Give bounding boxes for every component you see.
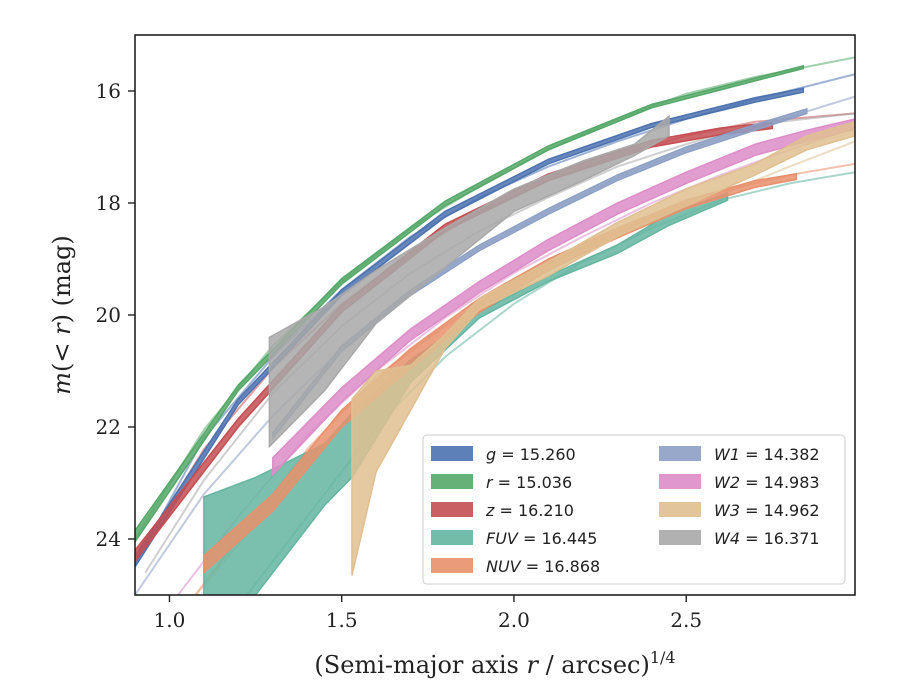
y-tick-label: 18: [96, 191, 121, 215]
legend-swatch-z: [431, 502, 473, 517]
y-axis-title: m(< r) (mag): [48, 235, 76, 395]
legend-swatch-fuv: [431, 530, 473, 545]
legend-swatch-w3: [659, 502, 701, 517]
x-axis-title: (Semi-major axis r / arcsec)1/4: [314, 648, 675, 679]
legend-swatch-w1: [659, 446, 701, 461]
legend-label-g: g = 15.260: [486, 445, 576, 464]
legend-swatch-g: [431, 446, 473, 461]
band-w2: [272, 118, 855, 477]
x-tick-label: 2.5: [670, 608, 702, 632]
band-w3: [351, 121, 855, 576]
y-tick-label: 22: [96, 415, 121, 439]
legend-label-z: z = 16.210: [485, 501, 574, 520]
legend: g = 15.260 r = 15.036 z = 16.210 FUV = 16.4…: [422, 434, 846, 585]
legend-label-fuv: FUV = 16.445: [486, 529, 597, 548]
legend-swatch-nuv: [431, 558, 473, 573]
band-r: [135, 64, 805, 544]
legend-label-nuv: NUV = 16.868: [486, 557, 600, 576]
legend-label-w1: W1 = 14.382: [714, 445, 820, 464]
y-tick-label: 24: [96, 527, 121, 551]
legend-label-w4: W4 = 16.371: [714, 529, 820, 548]
x-tick-label: 2.0: [498, 608, 530, 632]
legend-swatch-w2: [659, 474, 701, 489]
plot-area: [135, 56, 855, 595]
legend-swatch-w4: [659, 530, 701, 545]
x-tick-label: 1.5: [326, 608, 358, 632]
legend-swatch-r: [431, 474, 473, 489]
y-tick-label: 16: [96, 79, 121, 103]
y-tick-label: 20: [96, 303, 121, 327]
y-axis: 16 18 20 22 24: [96, 79, 135, 551]
band-w4: [268, 114, 670, 449]
legend-label-w2: W2 = 14.983: [714, 473, 820, 492]
legend-label-w3: W3 = 14.962: [714, 501, 820, 520]
x-tick-label: 1.0: [154, 608, 186, 632]
legend-frame: [422, 434, 846, 585]
x-axis: 1.0 1.5 2.0 2.5: [154, 595, 702, 632]
legend-label-r: r = 15.036: [486, 473, 572, 492]
